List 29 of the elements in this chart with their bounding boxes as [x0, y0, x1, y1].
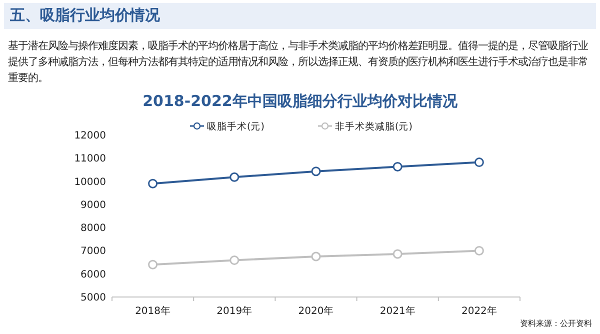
point — [392, 249, 402, 259]
point — [230, 172, 240, 182]
y-tick-label: 11000 — [74, 154, 106, 165]
text: 五、吸脂行业均价情况 — [10, 6, 160, 25]
point — [311, 252, 321, 262]
y-tick-label: 6000 — [80, 269, 106, 280]
y-tick-label: 9000 — [80, 200, 106, 211]
point — [148, 178, 158, 188]
point — [474, 246, 484, 256]
x-tick-label: 2021年 — [380, 305, 416, 317]
point — [311, 166, 321, 176]
legend-label: 吸脂手术(元) — [207, 120, 264, 132]
y-tick-label: 12000 — [74, 130, 106, 142]
point — [474, 158, 484, 168]
point — [230, 255, 240, 265]
chart-title: 2018-2022年中国吸脂细分行业均价对比情况 — [142, 92, 458, 111]
legend-label: 非手术类减脂(元) — [335, 120, 412, 132]
x-tick-label: 2022年 — [461, 305, 497, 317]
x-tick-label: 2020年 — [298, 305, 334, 317]
y-tick-label: 5000 — [80, 292, 106, 304]
point — [148, 260, 158, 270]
text: 资料来源：公开资料 — [520, 318, 592, 329]
x-tick-label: 2018年 — [135, 305, 171, 317]
y-tick-label: 8000 — [80, 223, 106, 234]
y-tick-label: 7000 — [80, 246, 106, 258]
point — [392, 162, 402, 172]
text: 基于潜在风险与操作难度因素，吸脂手术的平均价格居于高位，与非手术类减脂的平均价格差距明显。值得一提的是，尽管吸脂行业提供了多种减脂方法，但每种方法都有其特定的适用情况和风险，所以选择正规、有资质的医疗机构和医生进行手术或治疗也是非常重要的。 — [8, 39, 589, 86]
x-tick-label: 2019年 — [216, 305, 252, 317]
y-tick-label: 10000 — [74, 176, 106, 188]
